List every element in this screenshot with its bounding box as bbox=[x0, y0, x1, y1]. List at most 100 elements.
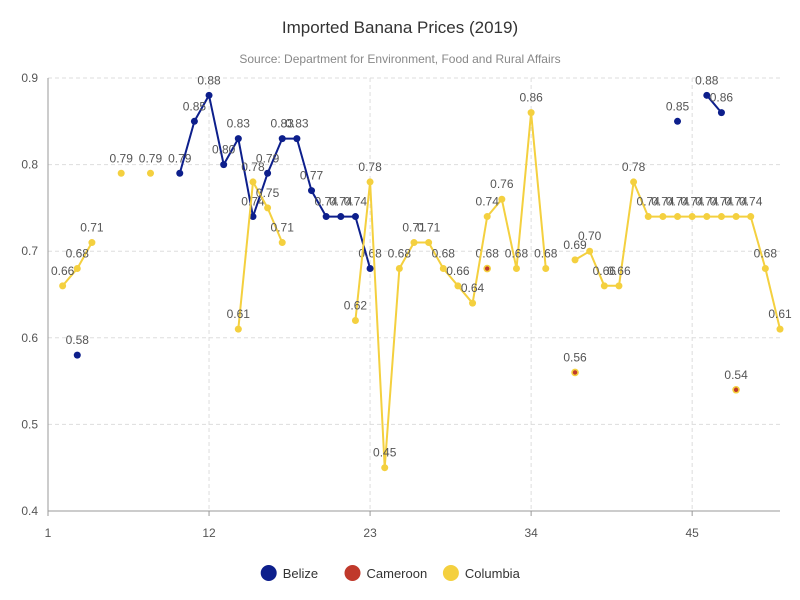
columbia-point bbox=[732, 213, 740, 221]
columbia-data-label: 0.76 bbox=[490, 177, 514, 191]
columbia-point bbox=[600, 282, 608, 290]
cameroon-point bbox=[572, 370, 578, 375]
belize-point bbox=[190, 117, 198, 125]
columbia-data-label: 0.74 bbox=[651, 195, 675, 209]
columbia-data-label: 0.78 bbox=[622, 160, 646, 174]
belize-point bbox=[351, 213, 359, 221]
belize-point bbox=[73, 351, 81, 359]
columbia-point bbox=[59, 282, 67, 290]
belize-data-label: 0.68 bbox=[358, 247, 382, 261]
y-tick-label: 0.9 bbox=[21, 71, 38, 85]
columbia-point bbox=[542, 265, 550, 273]
columbia-data-label: 0.66 bbox=[446, 264, 470, 278]
belize-data-label: 0.74 bbox=[329, 195, 353, 209]
columbia-point bbox=[717, 213, 725, 221]
columbia-point bbox=[351, 316, 359, 324]
y-tick-label: 0.7 bbox=[21, 244, 38, 258]
columbia-data-label: 0.66 bbox=[593, 264, 617, 278]
belize-point bbox=[717, 109, 725, 117]
columbia-point bbox=[395, 265, 403, 273]
y-tick-label: 0.5 bbox=[21, 417, 38, 431]
columbia-data-label: 0.71 bbox=[402, 221, 426, 235]
columbia-data-label: 0.61 bbox=[227, 307, 251, 321]
cameroon-data-label: 0.68 bbox=[476, 247, 500, 261]
columbia-legend-label: Columbia bbox=[465, 566, 521, 581]
belize-data-label: 0.83 bbox=[285, 117, 309, 131]
columbia-data-label: 0.86 bbox=[519, 91, 543, 105]
columbia-data-label: 0.70 bbox=[578, 229, 602, 243]
columbia-data-label: 0.71 bbox=[80, 221, 104, 235]
belize-point bbox=[249, 213, 257, 221]
belize-data-label: 0.74 bbox=[314, 195, 338, 209]
columbia-data-label: 0.68 bbox=[754, 247, 778, 261]
columbia-point bbox=[527, 109, 535, 117]
belize-data-label: 0.77 bbox=[300, 169, 324, 183]
belize-data-label: 0.88 bbox=[197, 73, 221, 87]
chart-subtitle: Source: Department for Environment, Food… bbox=[239, 52, 561, 66]
columbia-point bbox=[264, 204, 272, 212]
belize-point bbox=[322, 213, 330, 221]
belize-data-label: 0.58 bbox=[66, 333, 90, 347]
columbia-data-label: 0.79 bbox=[110, 151, 134, 165]
columbia-point bbox=[454, 282, 462, 290]
columbia-point bbox=[117, 169, 125, 177]
columbia-legend-marker bbox=[442, 565, 459, 581]
columbia-data-label: 0.68 bbox=[388, 247, 412, 261]
columbia-point bbox=[659, 213, 667, 221]
columbia-data-label: 0.71 bbox=[271, 221, 295, 235]
columbia-data-label: 0.66 bbox=[607, 264, 631, 278]
columbia-point bbox=[410, 239, 418, 247]
belize-data-label: 0.74 bbox=[344, 195, 368, 209]
columbia-data-label: 0.74 bbox=[680, 195, 704, 209]
columbia-data-label: 0.69 bbox=[563, 238, 587, 252]
columbia-point bbox=[498, 195, 506, 203]
columbia-point bbox=[249, 178, 257, 186]
cameroon-point bbox=[485, 266, 490, 271]
chart-title: Imported Banana Prices (2019) bbox=[281, 18, 519, 37]
columbia-point bbox=[571, 256, 579, 264]
columbia-point bbox=[512, 265, 520, 273]
columbia-data-label: 0.64 bbox=[461, 281, 485, 295]
y-tick-label: 0.6 bbox=[21, 331, 38, 345]
columbia-point bbox=[234, 325, 242, 333]
belize-point bbox=[220, 161, 228, 169]
columbia-data-label: 0.68 bbox=[534, 247, 558, 261]
y-tick-label: 0.4 bbox=[21, 504, 38, 518]
belize-data-label: 0.85 bbox=[183, 99, 207, 113]
belize-data-label: 0.86 bbox=[710, 91, 734, 105]
belize-data-label: 0.79 bbox=[168, 151, 192, 165]
belize-legend-label: Belize bbox=[283, 566, 318, 581]
x-tick-label: 12 bbox=[202, 526, 216, 540]
belize-data-label: 0.74 bbox=[241, 195, 265, 209]
belize-data-label: 0.80 bbox=[212, 143, 236, 157]
cameroon-legend-marker bbox=[344, 565, 361, 581]
belize-point bbox=[366, 265, 374, 273]
belize-legend-marker bbox=[260, 565, 277, 581]
columbia-data-label: 0.71 bbox=[417, 221, 441, 235]
belize-point bbox=[337, 213, 345, 221]
columbia-point bbox=[761, 265, 769, 273]
belize-point bbox=[278, 135, 286, 143]
columbia-point bbox=[615, 282, 623, 290]
columbia-data-label: 0.78 bbox=[241, 160, 265, 174]
belize-point bbox=[205, 91, 213, 99]
cameroon-data-label: 0.56 bbox=[563, 350, 587, 364]
columbia-data-label: 0.74 bbox=[739, 195, 763, 209]
columbia-point bbox=[630, 178, 638, 186]
columbia-data-label: 0.74 bbox=[476, 195, 500, 209]
columbia-point bbox=[703, 213, 711, 221]
columbia-point bbox=[88, 239, 96, 247]
cameroon-legend-label: Cameroon bbox=[367, 566, 428, 581]
belize-point bbox=[293, 135, 301, 143]
columbia-point bbox=[586, 247, 594, 255]
belize-point bbox=[176, 169, 184, 177]
columbia-point bbox=[644, 213, 652, 221]
columbia-data-label: 0.74 bbox=[666, 195, 690, 209]
columbia-data-label: 0.66 bbox=[51, 264, 75, 278]
columbia-point bbox=[73, 265, 81, 273]
columbia-data-label: 0.74 bbox=[710, 195, 734, 209]
columbia-data-label: 0.68 bbox=[66, 247, 90, 261]
y-tick-label: 0.8 bbox=[21, 158, 38, 172]
